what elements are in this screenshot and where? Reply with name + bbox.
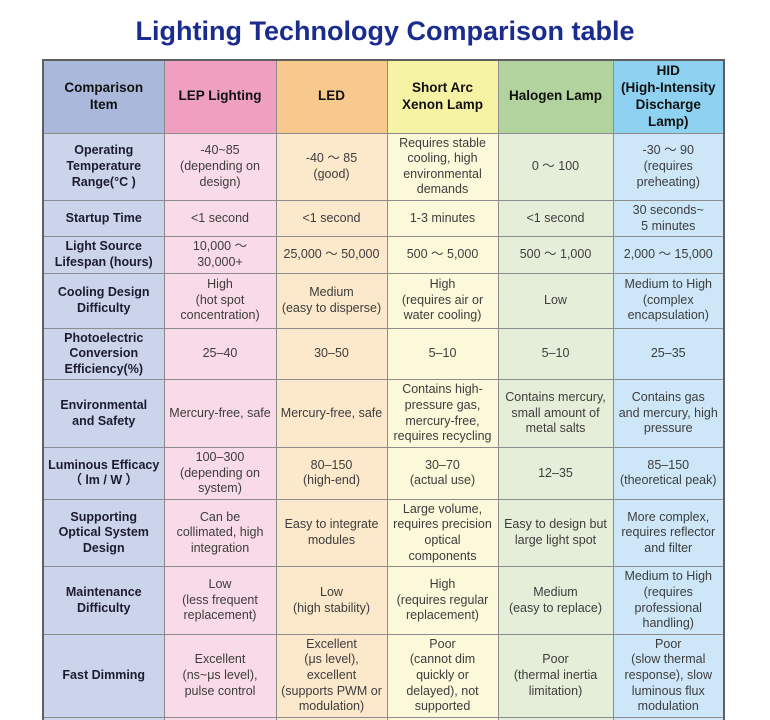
data-cell: 100–300 (depending on system) (163, 446, 277, 500)
data-cell: Large volume, requires precision optical… (386, 498, 499, 568)
table-row: Operating Temperature Range(°C ) -40~85 … (42, 132, 725, 201)
table-row: Photoelectric Conversion Efficiency(%) 2… (42, 327, 725, 381)
data-cell: Poor (slow thermal response), slow lumin… (612, 633, 725, 718)
row-label: Startup Time (42, 199, 165, 238)
data-cell: 5–10 (497, 327, 614, 381)
row-label: Environmental and Safety (42, 379, 165, 448)
data-cell: Medium (easy to disperse) (275, 272, 388, 329)
data-cell: Poor (thermal inertia limitation) (497, 633, 614, 718)
data-cell: -40 ～ 85 (good) (275, 132, 388, 201)
data-cell: Requires stable cooling, high environmen… (386, 132, 499, 201)
header-lep-lighting: LEP Lighting (163, 59, 277, 134)
data-cell: 500 ～ 5,000 (386, 236, 499, 274)
data-cell: 25–40 (163, 327, 277, 381)
row-label: Photoelectric Conversion Efficiency(%) (42, 327, 165, 381)
data-cell: 85–150 (theoretical peak) (612, 446, 725, 500)
table-row: Maintenance Difficulty Low (less frequen… (42, 566, 725, 635)
data-cell: 80–150 (high-end) (275, 446, 388, 500)
data-cell: High (hot spot concentration) (163, 272, 277, 329)
data-cell: High (requires regular replacement) (386, 566, 499, 635)
page-title: Lighting Technology Comparison table (135, 16, 635, 46)
data-cell: 30–70 (actual use) (386, 446, 499, 500)
data-cell: Medium to High (complex encapsulation) (612, 272, 725, 329)
table-row: Startup Time <1 second <1 second 1-3 min… (42, 199, 725, 238)
data-cell: 12–35 (497, 446, 614, 500)
data-cell: Low (less frequent replacement) (163, 566, 277, 635)
row-label: Supporting Optical System Design (42, 498, 165, 568)
table-row: Environmental and Safety Mercury-free, s… (42, 379, 725, 448)
header-halogen-lamp: Halogen Lamp (497, 59, 614, 134)
data-cell: 25–35 (612, 327, 725, 381)
row-label: Maintenance Difficulty (42, 566, 165, 635)
table-row: Luminous Efficacy （ lm / W ） 100–300 (de… (42, 446, 725, 500)
data-cell: Low (high stability) (275, 566, 388, 635)
data-cell: <1 second (275, 199, 388, 238)
data-cell: Contains high-pressure gas, mercury-free… (386, 379, 499, 448)
data-cell: Excellent (ns~μs level), pulse control (163, 633, 277, 718)
data-cell: Low (497, 272, 614, 329)
table-row: Cooling Design Difficulty High (hot spot… (42, 272, 725, 329)
data-cell: Can be collimated, high integration (163, 498, 277, 568)
data-cell: 0 ～ 100 (497, 132, 614, 201)
data-cell: 2,000 ～ 15,000 (612, 236, 725, 274)
row-label: Fast Dimming (42, 633, 165, 718)
data-cell: -30 ～ 90 (requires preheating) (612, 132, 725, 201)
data-cell: 30 seconds~ 5 minutes (612, 199, 725, 238)
data-cell: Medium to High (requires professional ha… (612, 566, 725, 635)
header-comparison-item: Comparison Item (42, 59, 165, 134)
row-label: Operating Temperature Range(°C ) (42, 132, 165, 201)
data-cell: 1-3 minutes (386, 199, 499, 238)
header-hid: HID (High-Intensity Discharge Lamp) (612, 59, 725, 134)
row-label: Luminous Efficacy （ lm / W ） (42, 446, 165, 500)
data-cell: <1 second (163, 199, 277, 238)
row-label: Light Source Lifespan (hours) (42, 236, 165, 274)
header-short-arc-xenon: Short Arc Xenon Lamp (386, 59, 499, 134)
row-label: Cooling Design Difficulty (42, 272, 165, 329)
comparison-table: Comparison Item LEP Lighting LED Short A… (42, 59, 725, 720)
data-cell: Mercury-free, safe (163, 379, 277, 448)
table-row: Fast Dimming Excellent (ns~μs level), pu… (42, 633, 725, 718)
table-row: Light Source Lifespan (hours) 10,000 ～ 3… (42, 236, 725, 274)
data-cell: Easy to design but large light spot (497, 498, 614, 568)
data-cell: Mercury-free, safe (275, 379, 388, 448)
header-row: Comparison Item LEP Lighting LED Short A… (42, 59, 725, 134)
table-row: Supporting Optical System Design Can be … (42, 498, 725, 568)
table-row: Pulse control Excellent (Support PWM or … (42, 716, 725, 720)
data-cell: Contains gas and mercury, high pressure (612, 379, 725, 448)
data-cell: Poor (cannot dim quickly or delayed), no… (386, 633, 499, 718)
data-cell: Easy to integrate modules (275, 498, 388, 568)
data-cell: 30–50 (275, 327, 388, 381)
data-cell: 10,000 ～ 30,000+ (163, 236, 277, 274)
data-cell: Medium (easy to replace) (497, 566, 614, 635)
data-cell: -40~85 (depending on design) (163, 132, 277, 201)
data-cell: High (requires air or water cooling) (386, 272, 499, 329)
data-cell: <1 second (497, 199, 614, 238)
data-cell: More complex, requires reflector and fil… (612, 498, 725, 568)
data-cell: 25,000 ～ 50,000 (275, 236, 388, 274)
data-cell: Contains mercury, small amount of metal … (497, 379, 614, 448)
data-cell: 5–10 (386, 327, 499, 381)
data-cell: Excellent (μs level), excellent (support… (275, 633, 388, 718)
header-led: LED (275, 59, 388, 134)
data-cell: 500 ～ 1,000 (497, 236, 614, 274)
